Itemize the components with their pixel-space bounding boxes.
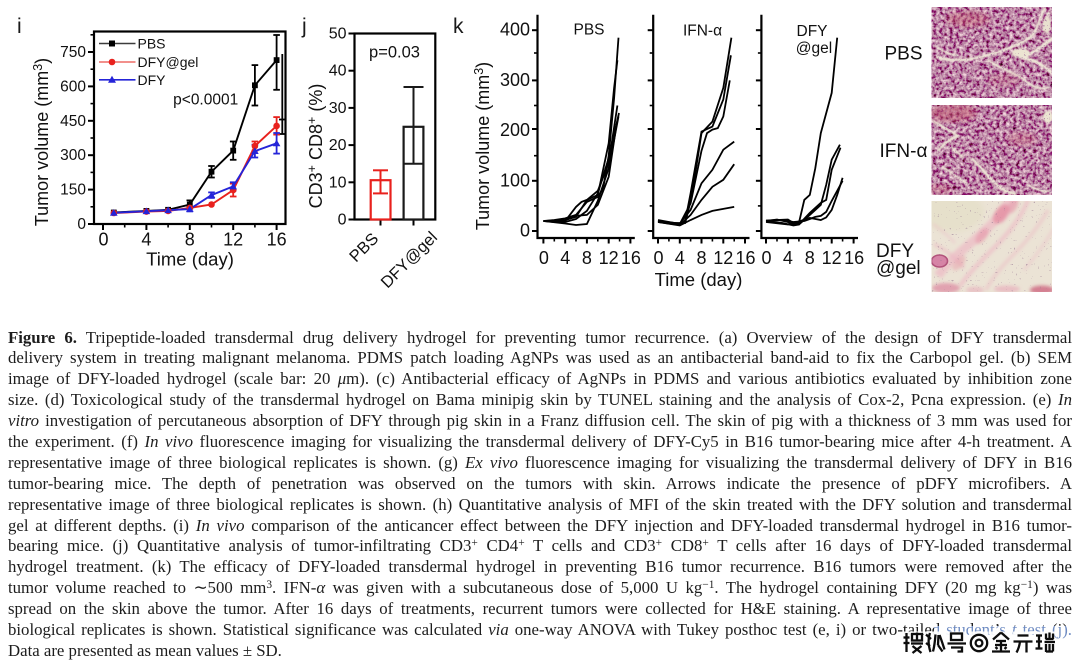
- svg-text:j: j: [301, 15, 307, 38]
- svg-text:0: 0: [761, 248, 771, 268]
- svg-text:IFN-α: IFN-α: [683, 23, 722, 40]
- svg-text:16: 16: [621, 248, 641, 268]
- svg-text:DFY: DFY: [138, 72, 167, 88]
- svg-text:30: 30: [329, 100, 347, 117]
- svg-text:Tumor volume (mm3): Tumor volume (mm3): [472, 62, 493, 230]
- svg-text:400: 400: [500, 20, 530, 40]
- svg-text:12: 12: [599, 248, 619, 268]
- svg-text:0: 0: [98, 230, 108, 250]
- svg-text:4: 4: [560, 248, 570, 268]
- svg-text:CD3+ CD8+ (%): CD3+ CD8+ (%): [305, 84, 326, 209]
- svg-text:IFN-α: IFN-α: [880, 141, 928, 162]
- svg-text:300: 300: [500, 70, 530, 90]
- svg-text:PBS: PBS: [884, 44, 922, 65]
- svg-text:12: 12: [223, 230, 243, 250]
- svg-text:16: 16: [844, 248, 864, 268]
- svg-text:0: 0: [77, 216, 86, 233]
- svg-text:@gel: @gel: [876, 258, 921, 279]
- svg-text:150: 150: [60, 182, 86, 199]
- svg-text:k: k: [453, 15, 464, 38]
- svg-text:4: 4: [675, 248, 685, 268]
- svg-text:10: 10: [329, 174, 347, 191]
- svg-text:16: 16: [267, 230, 287, 250]
- svg-text:450: 450: [60, 113, 86, 130]
- svg-text:DFY: DFY: [797, 23, 828, 40]
- svg-text:DFY: DFY: [876, 241, 914, 262]
- svg-text:DFY@gel: DFY@gel: [138, 54, 199, 70]
- svg-text:100: 100: [500, 170, 530, 190]
- svg-text:i: i: [17, 15, 22, 38]
- svg-text:Time (day): Time (day): [146, 249, 234, 270]
- svg-text:0: 0: [539, 248, 549, 268]
- svg-text:PBS: PBS: [138, 36, 166, 52]
- svg-text:8: 8: [582, 248, 592, 268]
- svg-text:0: 0: [653, 248, 663, 268]
- svg-text:16: 16: [735, 248, 755, 268]
- svg-text:DFY@gel: DFY@gel: [378, 228, 441, 291]
- svg-text:Time (day): Time (day): [655, 269, 743, 290]
- svg-text:PBS: PBS: [573, 22, 604, 39]
- svg-text:0: 0: [338, 212, 347, 229]
- svg-text:50: 50: [329, 26, 347, 43]
- svg-text:750: 750: [60, 44, 86, 61]
- svg-text:600: 600: [60, 78, 86, 95]
- svg-text:Tumor volume (mm3): Tumor volume (mm3): [31, 58, 52, 226]
- svg-text:PBS: PBS: [346, 230, 382, 266]
- svg-text:200: 200: [500, 120, 530, 140]
- svg-text:12: 12: [822, 248, 842, 268]
- svg-text:40: 40: [329, 63, 347, 80]
- svg-text:20: 20: [329, 137, 347, 154]
- svg-text:p=0.03: p=0.03: [369, 44, 420, 62]
- svg-text:8: 8: [696, 248, 706, 268]
- svg-text:8: 8: [805, 248, 815, 268]
- svg-text:300: 300: [60, 147, 86, 164]
- svg-text:0: 0: [520, 221, 530, 241]
- svg-text:8: 8: [185, 230, 195, 250]
- svg-text:12: 12: [713, 248, 733, 268]
- svg-text:4: 4: [783, 248, 793, 268]
- svg-text:p<0.0001: p<0.0001: [173, 91, 238, 108]
- svg-text:@gel: @gel: [796, 40, 832, 57]
- svg-text:4: 4: [141, 230, 151, 250]
